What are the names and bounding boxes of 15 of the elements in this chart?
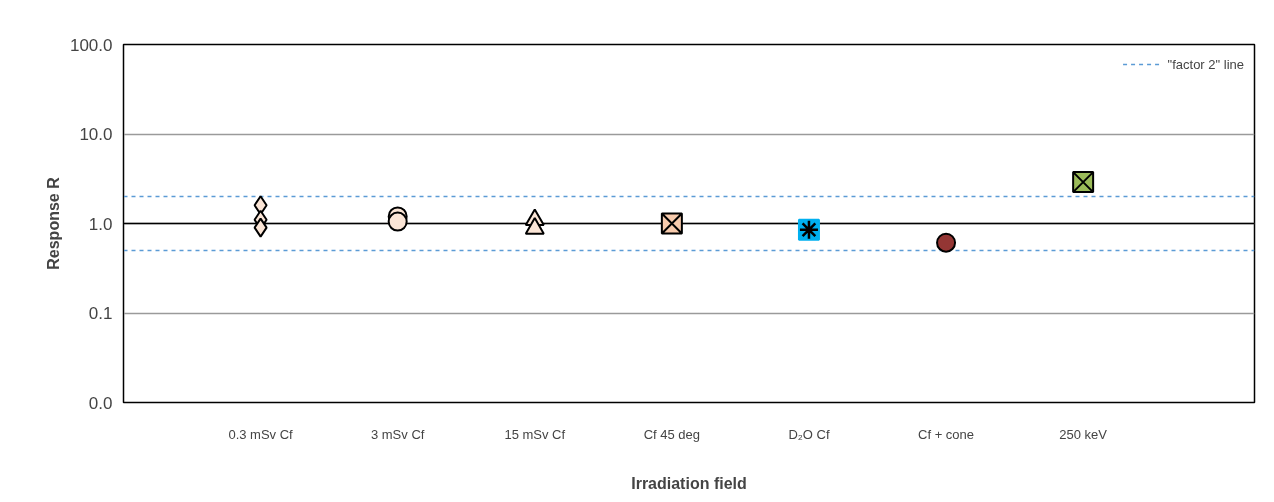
y-tick-label: 0.0 — [88, 393, 113, 413]
y-tick-label: 0.1 — [88, 304, 113, 323]
x-tick-label: 3 mSv Cf — [370, 426, 425, 442]
y-axis-title: Response R — [44, 176, 62, 270]
x-axis-title: Irradiation field — [631, 474, 747, 492]
x-tick-label: D₂O Cf — [788, 426, 830, 442]
y-tick-label: 100.0 — [69, 35, 113, 55]
y-tick-label: 10.0 — [79, 125, 113, 144]
x-tick-label: Cf + cone — [918, 426, 975, 442]
y-tick-label: 1.0 — [88, 214, 113, 234]
x-tick-label: 250 keV — [1059, 426, 1108, 442]
legend-label: "factor 2" line — [1167, 56, 1244, 72]
x-tick-label: 15 mSv Cf — [504, 426, 566, 442]
x-tick-label: Cf 45 deg — [643, 426, 701, 442]
x-tick-label: 0.3 mSv Cf — [228, 426, 294, 442]
